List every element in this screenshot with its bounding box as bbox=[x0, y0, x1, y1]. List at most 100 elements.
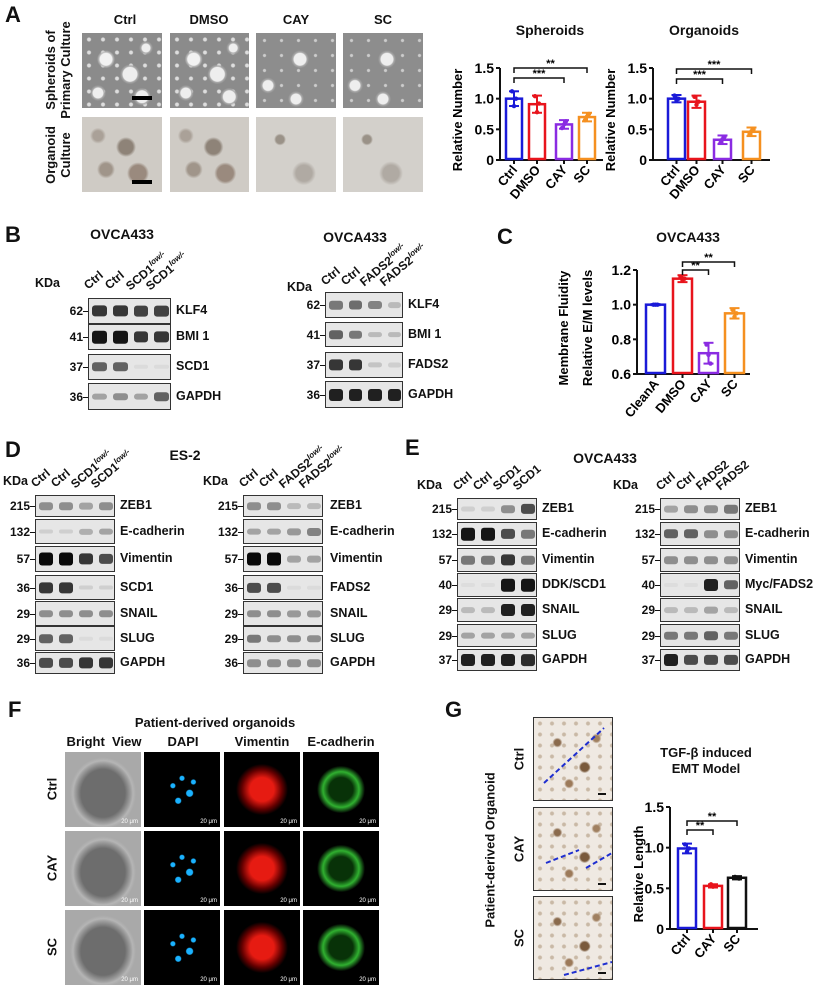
data-point bbox=[682, 842, 688, 847]
marker-tick bbox=[83, 396, 88, 398]
kda-marker: 36 bbox=[306, 387, 320, 402]
protein-band bbox=[307, 659, 321, 667]
data-point bbox=[676, 96, 681, 101]
protein-band bbox=[724, 556, 738, 564]
kda-marker: 29 bbox=[16, 631, 30, 646]
significance-bracket bbox=[681, 261, 736, 267]
protein-label: SCD1 bbox=[120, 579, 154, 594]
data-point bbox=[712, 883, 718, 889]
significance-label: *** bbox=[693, 69, 707, 81]
scale-bar bbox=[132, 180, 152, 184]
protein-band bbox=[461, 506, 475, 512]
blot-strip-slug bbox=[660, 624, 740, 647]
y-tick-label: 0.5 bbox=[628, 121, 648, 137]
data-point bbox=[513, 96, 519, 101]
scale-bar-label: 20 μm bbox=[359, 898, 376, 904]
protein-label: SLUG bbox=[542, 627, 577, 642]
protein-band bbox=[247, 552, 261, 566]
kda-marker: 36 bbox=[16, 656, 30, 670]
kda-marker: 132 bbox=[9, 524, 30, 539]
protein-band bbox=[461, 653, 475, 667]
e-cadherin-image: 20 μm bbox=[303, 831, 379, 906]
col-header-bright-view: Bright View bbox=[66, 734, 142, 749]
y-axis-label: Relative Length bbox=[631, 826, 646, 923]
protein-band bbox=[481, 506, 495, 512]
scale-bar-label: 20 μm bbox=[280, 898, 297, 904]
data-point bbox=[692, 94, 697, 100]
y-tick-label: 1.5 bbox=[645, 799, 665, 815]
protein-band bbox=[39, 552, 53, 566]
protein-band bbox=[59, 657, 73, 669]
kda-label: KDa bbox=[203, 474, 229, 488]
protein-band bbox=[521, 503, 535, 515]
blot-strip-gapdh bbox=[325, 381, 403, 408]
protein-band bbox=[684, 631, 698, 640]
marker-tick bbox=[655, 509, 660, 510]
protein-band bbox=[133, 393, 149, 400]
protein-label: SLUG bbox=[745, 627, 780, 642]
marker-tick bbox=[655, 534, 660, 535]
marker-tick bbox=[655, 635, 660, 637]
marker-tick bbox=[452, 635, 457, 637]
protein-label: ZEB1 bbox=[330, 498, 362, 512]
panel-f-title: Patient-derived organoids bbox=[134, 715, 296, 730]
kda-marker: 132 bbox=[431, 527, 452, 541]
scale-bar-label: 20 μm bbox=[121, 819, 138, 825]
marker-tick bbox=[238, 638, 243, 640]
protein-label: Vimentin bbox=[745, 552, 798, 566]
kda-marker: 37 bbox=[306, 358, 320, 372]
length-overlay bbox=[563, 961, 612, 976]
protein-label: E-cadherin bbox=[745, 526, 810, 540]
blot-strip-snail bbox=[35, 601, 115, 626]
blot-strip-snail bbox=[660, 598, 740, 622]
protein-band bbox=[501, 653, 515, 667]
marker-tick bbox=[655, 560, 660, 561]
kda-marker: 215 bbox=[431, 502, 452, 516]
protein-band bbox=[348, 300, 362, 310]
protein-label: FADS2 bbox=[408, 357, 449, 371]
protein-band bbox=[307, 634, 321, 643]
marker-tick bbox=[452, 560, 457, 561]
chart-title-organoids: Organoids bbox=[668, 22, 740, 38]
protein-band bbox=[501, 632, 515, 639]
protein-band bbox=[481, 607, 495, 613]
protein-band bbox=[481, 653, 495, 667]
protein-band bbox=[521, 555, 535, 565]
organoid-image-ctrl bbox=[82, 117, 162, 192]
protein-band bbox=[704, 505, 718, 513]
scale-bar-label: 20 μm bbox=[280, 819, 297, 825]
protein-band bbox=[329, 300, 343, 310]
y-tick-label: 1.0 bbox=[475, 91, 495, 107]
protein-band bbox=[287, 527, 301, 536]
protein-band bbox=[664, 505, 678, 513]
blot-strip-myc-fads2 bbox=[660, 573, 740, 597]
protein-band bbox=[99, 585, 113, 590]
kda-marker: 57 bbox=[16, 552, 30, 566]
y-tick-label: 0 bbox=[639, 152, 647, 168]
protein-band bbox=[704, 654, 718, 666]
protein-band bbox=[724, 530, 738, 538]
length-overlay bbox=[543, 727, 605, 784]
kda-marker: 36 bbox=[224, 656, 238, 670]
blot-strip-e-cadherin bbox=[243, 519, 323, 544]
protein-band bbox=[39, 633, 53, 644]
blot-strip-bmi-1 bbox=[88, 324, 171, 350]
significance-bracket bbox=[513, 77, 565, 83]
marker-tick bbox=[30, 587, 35, 589]
marker-tick bbox=[452, 534, 457, 535]
protein-label: SNAIL bbox=[542, 602, 580, 616]
x-tick-label: SC bbox=[735, 162, 758, 186]
protein-band bbox=[387, 388, 401, 401]
kda-label: KDa bbox=[35, 276, 61, 290]
panel-label-f: F bbox=[8, 697, 22, 722]
y-axis-label: Relative Number bbox=[603, 69, 618, 172]
bar-cleana bbox=[644, 303, 667, 375]
protein-band bbox=[267, 528, 281, 535]
protein-band bbox=[501, 505, 515, 513]
kda-label: KDa bbox=[417, 478, 443, 492]
blot-strip-slug bbox=[243, 626, 323, 651]
protein-band bbox=[307, 585, 321, 590]
significance-bracket bbox=[513, 67, 588, 73]
protein-band bbox=[133, 364, 149, 370]
x-tick-label: DMSO bbox=[652, 376, 689, 416]
